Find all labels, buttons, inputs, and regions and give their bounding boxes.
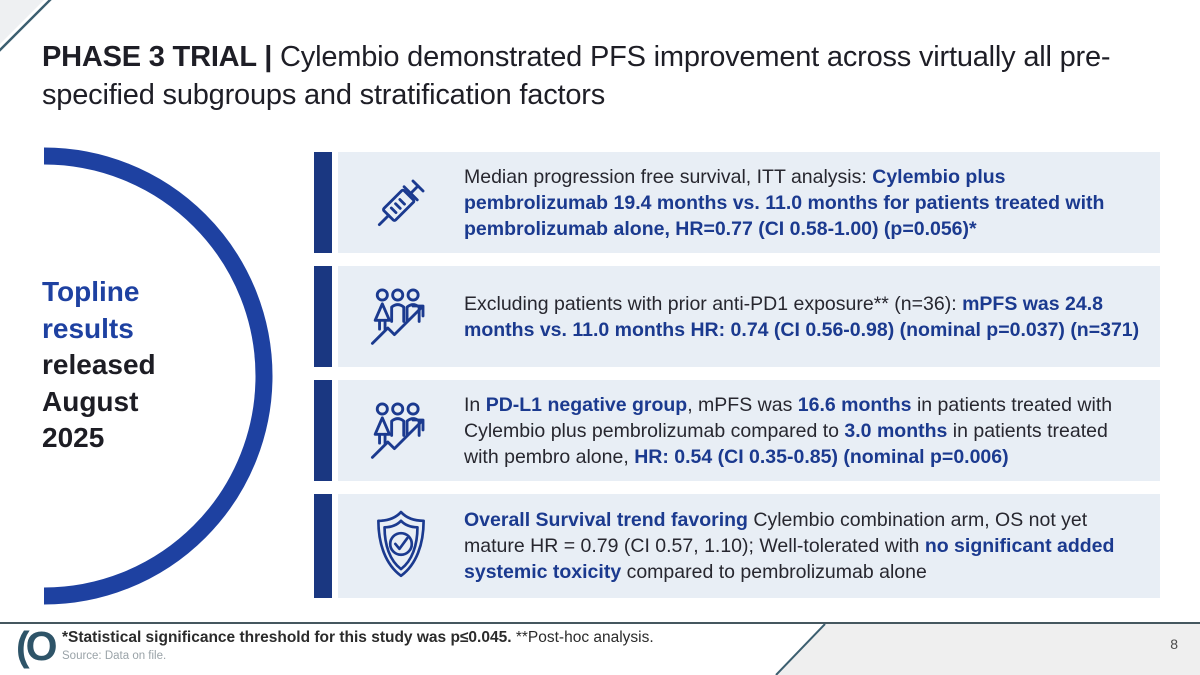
body-text: in patients treated with pembro alone, <box>464 419 1108 468</box>
source-note: Source: Data on file. <box>62 650 167 662</box>
page-number: 8 <box>1170 636 1178 652</box>
card: Excluding patients with prior anti-PD1 e… <box>338 266 1160 367</box>
body-text: , mPFS was <box>687 393 798 416</box>
result-cards: Median progression free survival, ITT an… <box>314 152 1160 598</box>
card-text: Excluding patients with prior anti-PD1 e… <box>464 291 1160 343</box>
people-growth-icon <box>338 398 464 464</box>
result-card-pfs-itt: Median progression free survival, ITT an… <box>314 152 1160 253</box>
card-text: Overall Survival trend favoring Cylembio… <box>464 507 1160 585</box>
sidebar-line: 2025 <box>42 422 105 453</box>
body-text: In <box>464 393 486 416</box>
company-logo: (O <box>16 623 57 669</box>
highlight-text: HR: 0.54 (CI 0.35-0.85) (nominal p=0.006… <box>634 445 1009 468</box>
corner-decoration <box>0 0 52 52</box>
result-card-pdl1-negative: In PD-L1 negative group, mPFS was 16.6 m… <box>314 380 1160 481</box>
syringe-icon <box>338 168 464 238</box>
highlight-text: Cylembio plus pembrolizumab 19.4 months … <box>464 165 1105 240</box>
title-regular: Cylembio demonstrated PFS improvement ac… <box>42 41 1111 111</box>
arc-decoration <box>43 147 273 605</box>
body-text: in patients treated with Cylembio plus p… <box>464 393 1113 442</box>
shield-check-icon <box>338 509 464 583</box>
accent-bar <box>314 494 332 598</box>
card: Overall Survival trend favoring Cylembio… <box>338 494 1160 598</box>
card-text: Median progression free survival, ITT an… <box>464 164 1160 242</box>
footnote: *Statistical significance threshold for … <box>62 629 654 647</box>
body-text: Median progression free survival, ITT an… <box>464 165 873 188</box>
accent-bar <box>314 380 332 481</box>
highlight-text: 3.0 months <box>844 419 948 442</box>
body-text: compared to pembrolizumab alone <box>621 561 927 583</box>
accent-bar <box>314 152 332 253</box>
card: In PD-L1 negative group, mPFS was 16.6 m… <box>338 380 1160 481</box>
title-bold: PHASE 3 TRIAL | <box>42 41 281 73</box>
card-text: In PD-L1 negative group, mPFS was 16.6 m… <box>464 392 1160 470</box>
people-growth-icon <box>338 284 464 350</box>
sidebar-line: results <box>42 312 134 344</box>
sidebar-caption: Topline results released August 2025 <box>42 274 242 457</box>
body-text: Cylembio combination arm, OS not yet mat… <box>464 509 1088 557</box>
footer: (O *Statistical significance threshold f… <box>0 623 1200 675</box>
highlight-text: PD-L1 negative group <box>485 393 688 416</box>
sidebar-line: Topline <box>42 276 140 307</box>
result-card-prior-pd1: Excluding patients with prior anti-PD1 e… <box>314 266 1160 367</box>
sidebar-line: August <box>42 385 139 417</box>
result-card-os-safety: Overall Survival trend favoring Cylembio… <box>314 494 1160 598</box>
highlight-text: mPFS was 24.8 months vs. 11.0 months HR:… <box>464 292 1140 341</box>
footnote-bold: *Statistical significance threshold for … <box>62 629 512 646</box>
page-title: PHASE 3 TRIAL | Cylembio demonstrated PF… <box>42 38 1172 114</box>
highlight-text: 16.6 months <box>797 393 912 416</box>
highlight-text: Overall Survival trend favoring <box>464 509 754 531</box>
footer-divider <box>0 622 1200 624</box>
body-text: Excluding patients with prior anti-PD1 e… <box>464 292 963 315</box>
highlight-text: no significant added systemic toxicity <box>464 535 1115 583</box>
footnote-regular: **Post-hoc analysis. <box>511 629 654 646</box>
sidebar-line: released <box>42 349 156 380</box>
footer-corner-decoration <box>775 624 1200 675</box>
card: Median progression free survival, ITT an… <box>338 152 1160 253</box>
accent-bar <box>314 266 332 367</box>
